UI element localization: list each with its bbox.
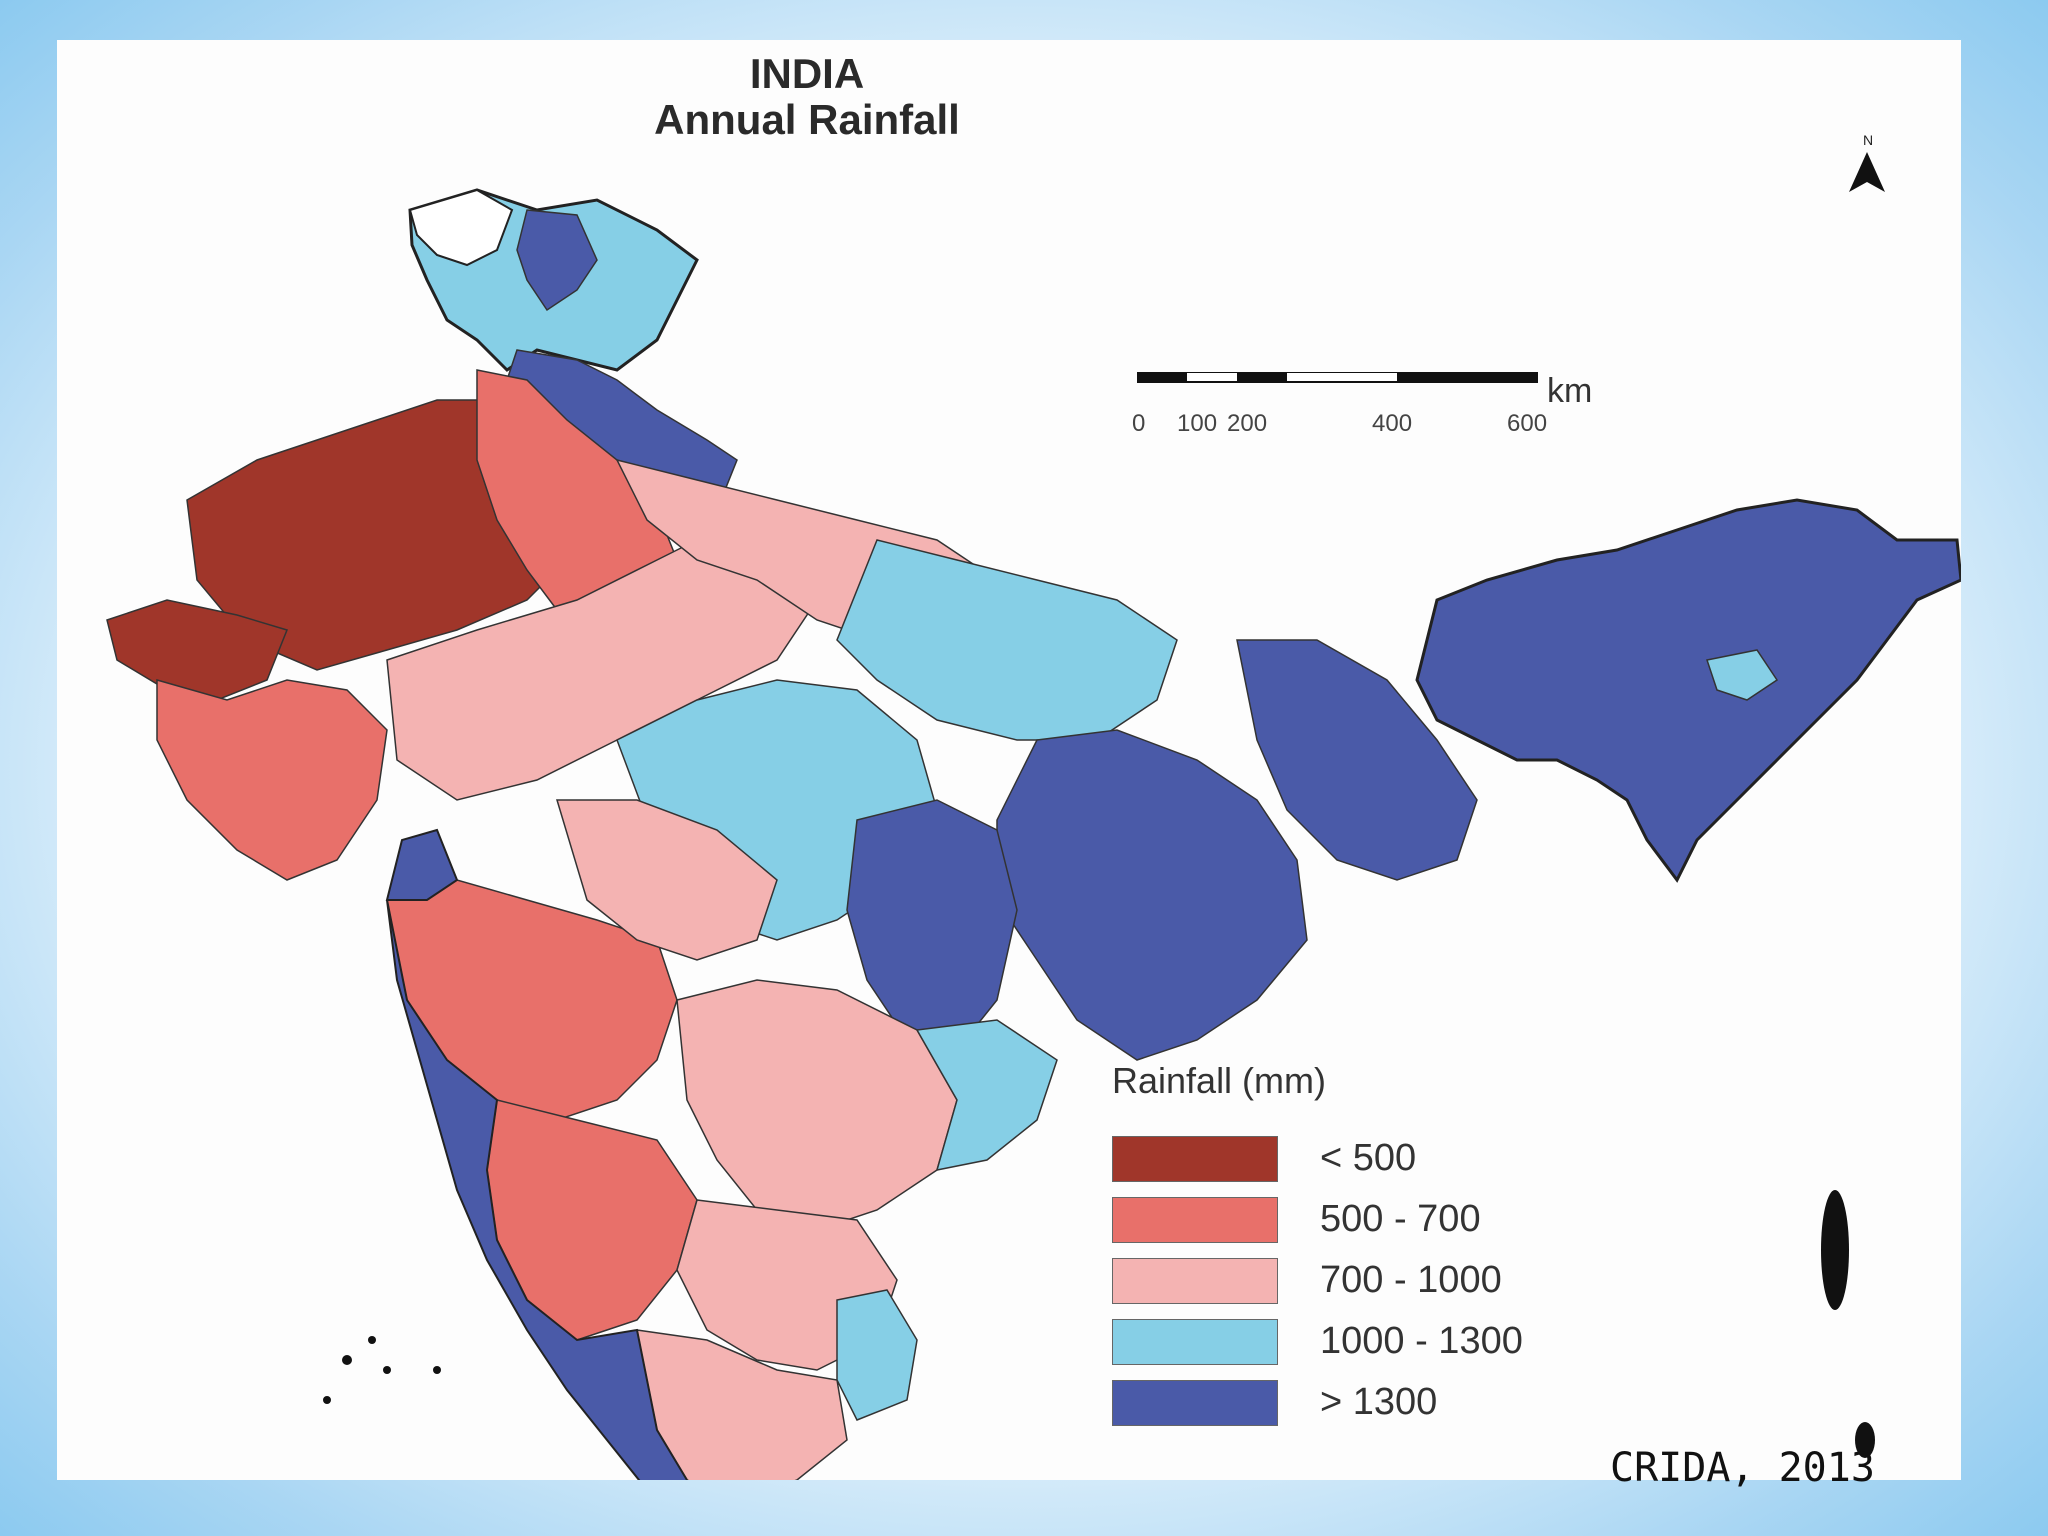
region-west-coast [386,899,689,1480]
region-tn-coast [836,1289,918,1421]
legend-label: > 1300 [1320,1381,1438,1423]
region-west-bengal [1236,639,1478,881]
source-citation: CRIDA, 2013 [1610,1445,1875,1491]
north-label: N [1863,132,1874,148]
legend-item: 500 - 700 [1112,1189,1632,1250]
region-central-india [386,519,818,801]
map-subtitle: Annual Rainfall [654,96,960,143]
map-panel: INDIA Annual Rainfall N km 0 100 200 400… [57,40,1961,1480]
legend-item: 700 - 1000 [1112,1250,1632,1311]
legend-swatch [1112,1196,1278,1243]
region-andhra-coast [915,1019,1058,1171]
lakshadweep-islands-4 [323,1396,331,1404]
lakshadweep-islands-3 [383,1366,391,1374]
scale-tick-100: 100 [1177,410,1218,437]
region-telangana-andhra [676,979,958,1231]
legend: Rainfall (mm) < 500 500 - 700 700 - 1000… [1112,1060,1632,1433]
nicobar-islands [1855,1422,1875,1458]
region-gujarat [156,679,388,881]
scale-tick-400: 400 [1372,410,1413,437]
lakshadweep-islands-2 [368,1336,376,1344]
legend-label: < 500 [1320,1137,1417,1179]
scale-tick-0: 0 [1132,410,1146,437]
region-konkan-upper [385,828,459,901]
andaman-islands [1821,1190,1849,1310]
region-gujarat-kutch [106,599,289,701]
region-bihar-jharkhand [836,539,1178,741]
legend-swatch [1112,1257,1278,1304]
india-rainfall-map [106,188,1961,1480]
legend-label: 700 - 1000 [1320,1259,1502,1301]
scale-bar [1137,372,1538,383]
lakshadweep-islands-5 [433,1366,441,1374]
legend-swatch [1112,1318,1278,1365]
region-northeast [1415,498,1961,883]
map-title: INDIA [749,50,865,97]
legend-item: > 1300 [1112,1372,1632,1433]
north-arrow-icon [1849,152,1885,192]
region-odisha [996,729,1308,1061]
scale-tick-600: 600 [1507,410,1548,437]
legend-title: Rainfall (mm) [1112,1060,1327,1101]
region-northeast-light [1706,649,1779,701]
lakshadweep-islands [342,1355,352,1365]
region-kashmir-white [408,188,514,267]
legend-item: < 500 [1112,1128,1632,1189]
region-vidarbha [555,799,778,961]
legend-item: 1000 - 1300 [1112,1311,1632,1372]
region-kashmir-high [516,209,598,312]
legend-label: 1000 - 1300 [1320,1320,1523,1362]
legend-swatch [1112,1135,1278,1182]
legend-swatch [1112,1379,1278,1426]
scale-tick-200: 200 [1227,410,1268,437]
scale-unit: km [1547,372,1593,410]
legend-label: 500 - 700 [1320,1198,1481,1240]
